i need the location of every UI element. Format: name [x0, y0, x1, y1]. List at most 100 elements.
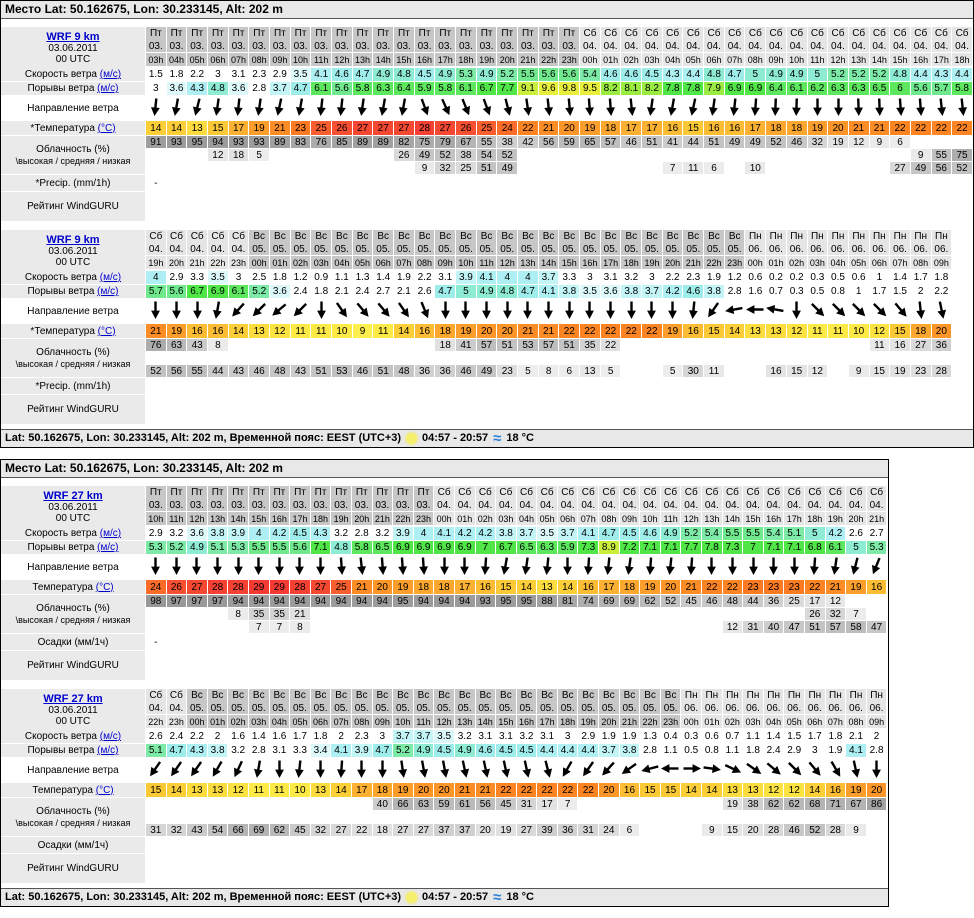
- hour-cell: 15h: [559, 256, 580, 271]
- wind-speed-cell: 1.4: [373, 271, 394, 285]
- model-link[interactable]: WRF 9 km: [46, 234, 99, 246]
- wind-direction-arrow-icon: [458, 299, 473, 320]
- cloud-low-cell: [640, 621, 661, 634]
- wind-speed-cell: 5.4: [580, 68, 601, 82]
- wind-direction-cell: [621, 96, 642, 121]
- cloud-high-cell: 49: [725, 136, 746, 149]
- cloud-low-cell: 9: [849, 365, 870, 378]
- date-cell: 06.: [911, 243, 932, 256]
- date-cell: 03.: [311, 499, 332, 512]
- hour-cell: 20h: [846, 512, 867, 527]
- cloud-mid-cell: [270, 811, 291, 824]
- cloud-high-cell: 62: [764, 798, 785, 811]
- cloud-mid-cell: [704, 149, 725, 162]
- day-cell: Вс: [270, 230, 291, 243]
- temperature-unit-link[interactable]: (°C): [96, 582, 114, 593]
- temperature-cell: 16: [620, 783, 641, 798]
- hour-cell: 12h: [187, 512, 208, 527]
- location-header: Место Lat: 50.162675, Lon: 30.233145, Al…: [1, 460, 888, 478]
- day-cell: Сб: [601, 27, 622, 40]
- hour-cell: 15h: [743, 512, 764, 527]
- wind-speed-unit-link[interactable]: (м/с): [100, 731, 121, 742]
- wind-gust-cell: 3.6: [270, 285, 291, 299]
- date-cell: 06.: [828, 243, 849, 256]
- cloud-high-cell: [270, 798, 291, 811]
- date-cell: 05.: [599, 702, 620, 715]
- cloud-high-cell: [621, 339, 642, 352]
- wind-gust-cell: 2.8: [725, 285, 746, 299]
- cloud-low-cell: [808, 162, 829, 175]
- temperature-cell: 26: [332, 121, 353, 136]
- cloud-low-cell: [620, 621, 641, 634]
- cloud-low-cell: 13: [580, 365, 601, 378]
- wind-gust-cell: 5.6: [290, 541, 311, 555]
- date-cell: 04.: [455, 499, 476, 512]
- model-link[interactable]: WRF 9 km: [46, 31, 99, 43]
- day-cell: Сб: [580, 27, 601, 40]
- cloud-label-line2: \высокая / средняя / низкая: [1, 818, 145, 829]
- temperature-unit-link[interactable]: (°C): [98, 123, 116, 134]
- precip-cell: [580, 378, 601, 395]
- temperature-cell: 18: [373, 783, 394, 798]
- cloud-low-cell: 28: [932, 365, 953, 378]
- model-link[interactable]: WRF 27 km: [43, 693, 102, 705]
- wind-direction-arrow-icon: [828, 299, 849, 322]
- wind-direction-cell: [849, 96, 870, 121]
- rating-label: Рейтинг WindGURU: [1, 192, 146, 222]
- temperature-label: Температура (°C): [1, 783, 146, 798]
- cloud-mid-cell: [311, 149, 332, 162]
- temperature-unit-link[interactable]: (°C): [96, 785, 114, 796]
- cloud-high-cell: 93: [476, 595, 497, 608]
- hour-cell: 05h: [537, 512, 558, 527]
- temperature-cell: 20: [497, 324, 518, 339]
- wind-gust-unit-link[interactable]: (м/с): [97, 745, 118, 756]
- wind-gust-cell: 2.1: [394, 285, 415, 299]
- wind-gust-cell: 4.4: [578, 744, 599, 758]
- cloud-low-cell: [640, 824, 661, 837]
- wind-speed-unit-link[interactable]: (м/с): [100, 69, 121, 80]
- temperature-cell: 19: [393, 783, 414, 798]
- temperature-cell: 16: [415, 324, 436, 339]
- date-cell: 05.: [270, 243, 291, 256]
- hour-cell: 19h: [477, 53, 498, 68]
- wind-speed-cell: 5.2: [870, 68, 891, 82]
- hour-cell: 06h: [704, 53, 725, 68]
- temperature-cell: 21: [681, 580, 702, 595]
- cloud-low-cell: 23: [911, 365, 932, 378]
- precip-cell: [890, 378, 911, 395]
- cloud-mid-cell: [764, 811, 785, 824]
- wind-speed-cell: 2.3: [352, 730, 373, 744]
- wind-speed-unit-link[interactable]: (м/с): [100, 528, 121, 539]
- cloud-high-cell: 71: [826, 798, 847, 811]
- precip-cell: [867, 837, 888, 854]
- wind-speed-unit-link[interactable]: (м/с): [100, 272, 121, 283]
- temperature-unit-link[interactable]: (°C): [98, 326, 116, 337]
- date-cell: 04.: [580, 40, 601, 53]
- hour-cell: 17h: [601, 256, 622, 271]
- precip-cell: [249, 175, 270, 192]
- hour-cell: 17h: [435, 53, 456, 68]
- temperature-cell: 22: [518, 121, 539, 136]
- temperature-cell: 18: [601, 121, 622, 136]
- wind-gust-cell: 5.6: [332, 82, 353, 96]
- wind-gust-cell: 7.3: [723, 541, 744, 555]
- model-link[interactable]: WRF 27 km: [43, 490, 102, 502]
- cloud-high-cell: 48: [723, 595, 744, 608]
- precip-cell: [229, 378, 250, 395]
- day-cell: Пт: [208, 27, 229, 40]
- wind-direction-cell: [805, 555, 826, 580]
- cloud-high-cell: 9: [870, 136, 891, 149]
- wind-gust-unit-link[interactable]: (м/с): [97, 542, 118, 553]
- day-cell: Вс: [455, 689, 476, 702]
- rating-row: [146, 192, 973, 222]
- wind-gust-unit-link[interactable]: (м/с): [97, 83, 118, 94]
- wind-direction-arrow-icon: [665, 299, 680, 320]
- wind-speed-cell: 2.3: [249, 68, 270, 82]
- wind-direction-arrow-icon: [228, 758, 249, 781]
- wind-gust-unit-link[interactable]: (м/с): [97, 286, 118, 297]
- precip-cell: [414, 634, 435, 651]
- date-cell: 05.: [353, 243, 374, 256]
- wind-gust-cell: 6.1: [229, 285, 250, 299]
- wind-speed-cell: 2.9: [167, 271, 188, 285]
- wind-speed-cell: 3.1: [435, 271, 456, 285]
